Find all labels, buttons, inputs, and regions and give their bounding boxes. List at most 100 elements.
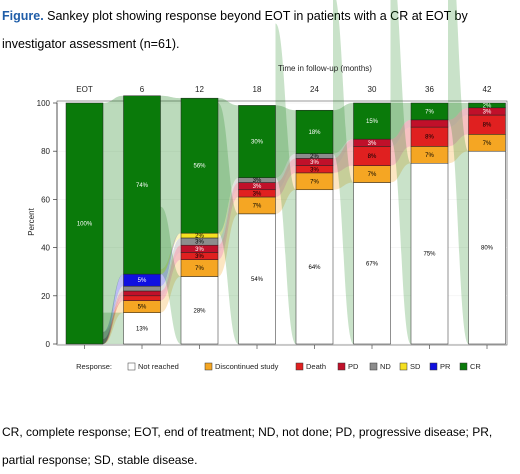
- y-tick-label: 0: [46, 340, 51, 349]
- flow-band: [275, 172, 296, 214]
- segment-label: 80%: [481, 246, 494, 252]
- y-axis-title: Percent: [27, 207, 36, 235]
- segment-label: 7%: [310, 179, 319, 185]
- x-tick-label: 18: [253, 85, 262, 94]
- x-axis: EOT 6 12 18 24 30 36 42: [76, 85, 492, 349]
- flow-band: [218, 98, 239, 234]
- segment-label: 30%: [251, 140, 264, 146]
- segment-labels: 100%13%5%5%74%28%7%3%3%3%2%56%54%7%3%3%3…: [77, 103, 494, 332]
- y-tick-label: 40: [41, 244, 50, 253]
- segment-label: 64%: [308, 265, 321, 271]
- legend-swatch: [127, 362, 136, 371]
- legend-label: SD: [410, 362, 421, 371]
- flow-band: [390, 127, 411, 166]
- bar-segment: [468, 102, 506, 109]
- stacked-bars: [65, 95, 506, 345]
- legend-swatch: [399, 362, 408, 371]
- flow-band: [218, 177, 239, 246]
- caption-text: Sankey plot showing response beyond EOT …: [2, 9, 468, 51]
- figure-caption: Figure. Sankey plot showing response bey…: [2, 2, 514, 58]
- bar-segment: [123, 95, 161, 275]
- bar-segment: [295, 189, 334, 345]
- flow-band: [275, 153, 296, 183]
- segment-label: 2%: [310, 154, 319, 160]
- segment-label: 7%: [368, 172, 377, 178]
- segment-label: 7%: [195, 266, 204, 272]
- legend-swatch: [459, 362, 468, 371]
- segment-label: 7%: [425, 109, 434, 115]
- segment-label: 3%: [310, 160, 319, 166]
- legend-swatch: [337, 362, 346, 371]
- segment-label: 74%: [136, 183, 149, 189]
- segment-label: 3%: [253, 191, 262, 197]
- flow-band: [390, 119, 411, 147]
- flow-band: [448, 115, 469, 147]
- footnote: CR, complete response; EOT, end of treat…: [2, 425, 493, 467]
- bar-segment: [123, 295, 161, 301]
- segment-label: 3%: [195, 247, 204, 253]
- x-axis-title: Time in follow-up (months): [278, 64, 372, 73]
- bar-segment: [410, 119, 449, 128]
- flow-band: [448, 134, 469, 164]
- flow-band: [160, 259, 181, 313]
- flow-band: [160, 233, 181, 287]
- y-axis: 0 20 40 60 80 100: [37, 99, 58, 349]
- segment-label: 7%: [483, 141, 492, 147]
- flow-band: [160, 233, 181, 275]
- flow-band: [160, 237, 181, 291]
- segment-label: 3%: [195, 240, 204, 246]
- segment-label: 7%: [425, 153, 434, 159]
- flow-band: [103, 286, 124, 344]
- legend-label: PR: [440, 362, 451, 371]
- flow-band: [390, 103, 411, 140]
- segment-label: 5%: [138, 278, 147, 284]
- flow-band: [103, 295, 124, 344]
- bar-segment: [123, 312, 161, 345]
- bar-segment: [353, 182, 391, 345]
- x-tick-label: 6: [140, 85, 145, 94]
- segment-label: 56%: [193, 164, 206, 170]
- legend-label: Discontinued study: [215, 362, 279, 371]
- flow-band: [103, 95, 124, 345]
- segment-label: 3%: [253, 178, 262, 184]
- segment-label: 2%: [195, 234, 204, 240]
- segment-label: 13%: [136, 326, 149, 332]
- legend-title: Response:: [76, 362, 112, 371]
- flow-band: [333, 0, 354, 344]
- legend-label: CR: [470, 362, 481, 371]
- segment-label: 54%: [251, 277, 264, 283]
- y-tick-label: 20: [41, 292, 50, 301]
- legend-label: ND: [380, 362, 391, 371]
- legend-swatch: [204, 362, 213, 371]
- flow-band: [333, 139, 354, 166]
- flow-band: [390, 146, 411, 183]
- segment-label: 8%: [425, 135, 434, 141]
- flow-band: [103, 300, 124, 344]
- flow-band: [218, 177, 239, 238]
- segment-label: 8%: [368, 154, 377, 160]
- segment-label: 3%: [310, 167, 319, 173]
- legend-swatch: [429, 362, 438, 371]
- legend: Response: Not reached Discontinued study De…: [76, 362, 481, 371]
- legend-label: PD: [348, 362, 359, 371]
- bar-segment: [468, 150, 506, 345]
- segment-label: 75%: [423, 252, 436, 258]
- flow-band: [275, 23, 296, 344]
- flow-bands: [103, 0, 469, 345]
- segment-label: 3%: [195, 254, 204, 260]
- flow-band: [275, 165, 296, 197]
- flow-band: [333, 146, 354, 173]
- flow-band: [218, 103, 239, 344]
- flow-band: [218, 189, 239, 260]
- flow-band: [218, 196, 239, 277]
- flow-band: [333, 139, 354, 159]
- flow-band: [218, 182, 239, 253]
- segment-label: 67%: [366, 261, 379, 267]
- flow-band: [160, 95, 181, 275]
- flow-band: [103, 290, 124, 344]
- segment-label: 3%: [483, 109, 492, 115]
- flow-band: [160, 245, 181, 296]
- y-tick-label: 60: [41, 195, 50, 204]
- legend-label: Not reached: [138, 362, 179, 371]
